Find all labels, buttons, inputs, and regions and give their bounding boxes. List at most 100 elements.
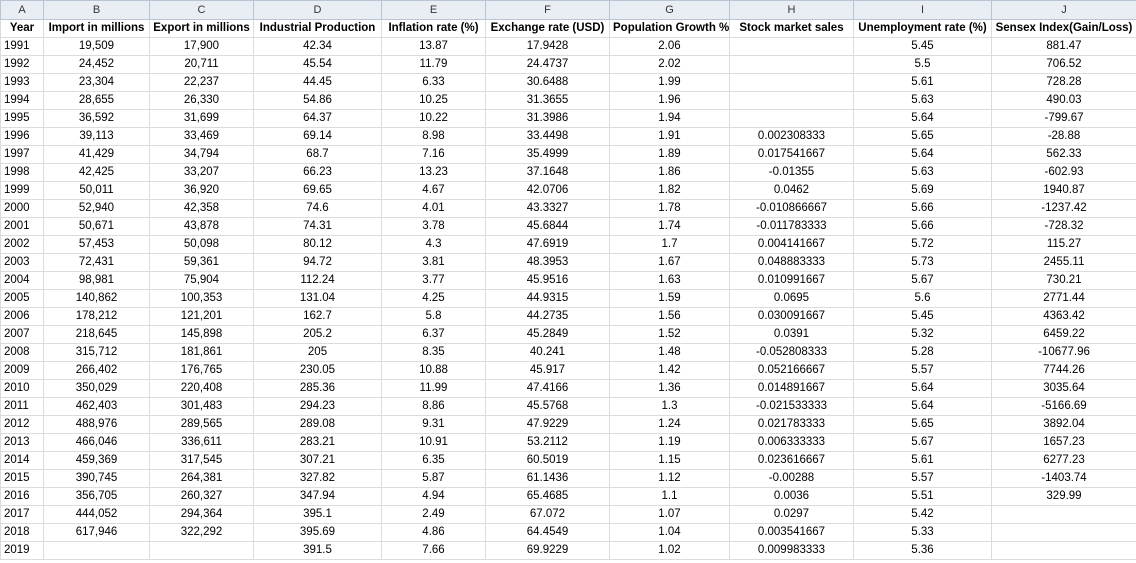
field-header-cell[interactable]: Unemployment rate (%)	[853, 19, 992, 38]
column-header-d[interactable]: D	[253, 0, 382, 20]
data-cell[interactable]: 2771.44	[991, 289, 1136, 308]
column-header-e[interactable]: E	[381, 0, 486, 20]
data-cell[interactable]: 3035.64	[991, 379, 1136, 398]
data-cell[interactable]: 23,304	[43, 73, 150, 92]
data-cell[interactable]: 5.42	[853, 505, 992, 524]
data-cell[interactable]: 1657.23	[991, 433, 1136, 452]
data-cell[interactable]: 4.67	[381, 181, 486, 200]
field-header-cell[interactable]: Import in millions	[43, 19, 150, 38]
year-cell[interactable]: 1991	[0, 37, 44, 56]
data-cell[interactable]: 44.2735	[485, 307, 610, 326]
data-cell[interactable]: 1.07	[609, 505, 730, 524]
data-cell[interactable]	[729, 91, 854, 110]
data-cell[interactable]: 10.25	[381, 91, 486, 110]
data-cell[interactable]: 67.072	[485, 505, 610, 524]
year-cell[interactable]: 2008	[0, 343, 44, 362]
data-cell[interactable]: 1.67	[609, 253, 730, 272]
year-cell[interactable]: 1995	[0, 109, 44, 128]
data-cell[interactable]: 1.89	[609, 145, 730, 164]
data-cell[interactable]: 5.28	[853, 343, 992, 362]
data-cell[interactable]: 462,403	[43, 397, 150, 416]
data-cell[interactable]: 1.42	[609, 361, 730, 380]
data-cell[interactable]: -0.00288	[729, 469, 854, 488]
year-cell[interactable]: 2013	[0, 433, 44, 452]
data-cell[interactable]: 395.69	[253, 523, 382, 542]
data-cell[interactable]: 53.2112	[485, 433, 610, 452]
data-cell[interactable]: 4.94	[381, 487, 486, 506]
data-cell[interactable]: 61.1436	[485, 469, 610, 488]
data-cell[interactable]: 13.23	[381, 163, 486, 182]
data-cell[interactable]: 5.69	[853, 181, 992, 200]
data-cell[interactable]: 0.009983333	[729, 541, 854, 560]
data-cell[interactable]: 1.52	[609, 325, 730, 344]
data-cell[interactable]: 7744.26	[991, 361, 1136, 380]
year-cell[interactable]: 1993	[0, 73, 44, 92]
data-cell[interactable]: 30.6488	[485, 73, 610, 92]
data-cell[interactable]: 1.82	[609, 181, 730, 200]
data-cell[interactable]: 121,201	[149, 307, 254, 326]
data-cell[interactable]: 20,711	[149, 55, 254, 74]
data-cell[interactable]: 730.21	[991, 271, 1136, 290]
data-cell[interactable]	[729, 109, 854, 128]
year-cell[interactable]: 1994	[0, 91, 44, 110]
data-cell[interactable]: 5.64	[853, 379, 992, 398]
data-cell[interactable]: 1.48	[609, 343, 730, 362]
data-cell[interactable]: 0.0391	[729, 325, 854, 344]
data-cell[interactable]: 39,113	[43, 127, 150, 146]
data-cell[interactable]: 1.12	[609, 469, 730, 488]
year-cell[interactable]: 2007	[0, 325, 44, 344]
data-cell[interactable]: 8.35	[381, 343, 486, 362]
data-cell[interactable]: -602.93	[991, 163, 1136, 182]
data-cell[interactable]: 289,565	[149, 415, 254, 434]
data-cell[interactable]: 100,353	[149, 289, 254, 308]
data-cell[interactable]: 0.0036	[729, 487, 854, 506]
data-cell[interactable]: 43,878	[149, 217, 254, 236]
data-cell[interactable]: 72,431	[43, 253, 150, 272]
year-cell[interactable]: 2009	[0, 361, 44, 380]
year-cell[interactable]: 2011	[0, 397, 44, 416]
data-cell[interactable]: 317,545	[149, 451, 254, 470]
data-cell[interactable]: 5.57	[853, 469, 992, 488]
data-cell[interactable]: -0.01355	[729, 163, 854, 182]
data-cell[interactable]: -0.052808333	[729, 343, 854, 362]
year-cell[interactable]: 2014	[0, 451, 44, 470]
data-cell[interactable]: 98,981	[43, 271, 150, 290]
data-cell[interactable]: 8.86	[381, 397, 486, 416]
field-header-cell[interactable]: Export in millions	[149, 19, 254, 38]
data-cell[interactable]: 8.98	[381, 127, 486, 146]
year-cell[interactable]: 2006	[0, 307, 44, 326]
data-cell[interactable]: 1.24	[609, 415, 730, 434]
year-cell[interactable]: 2012	[0, 415, 44, 434]
data-cell[interactable]: 0.004141667	[729, 235, 854, 254]
data-cell[interactable]: 0.0695	[729, 289, 854, 308]
data-cell[interactable]: 5.5	[853, 55, 992, 74]
data-cell[interactable]: 52,940	[43, 199, 150, 218]
data-cell[interactable]: 488,976	[43, 415, 150, 434]
data-cell[interactable]: 1.1	[609, 487, 730, 506]
data-cell[interactable]: 10.88	[381, 361, 486, 380]
column-header-f[interactable]: F	[485, 0, 610, 20]
column-header-i[interactable]: I	[853, 0, 992, 20]
data-cell[interactable]: 66.23	[253, 163, 382, 182]
field-header-cell[interactable]: Stock market sales	[729, 19, 854, 38]
data-cell[interactable]: 10.22	[381, 109, 486, 128]
data-cell[interactable]: 0.017541667	[729, 145, 854, 164]
field-header-cell[interactable]: Exchange rate (USD)	[485, 19, 610, 38]
year-cell[interactable]: 2017	[0, 505, 44, 524]
data-cell[interactable]: 0.006333333	[729, 433, 854, 452]
data-cell[interactable]: 37.1648	[485, 163, 610, 182]
data-cell[interactable]: 59,361	[149, 253, 254, 272]
data-cell[interactable]: 6.37	[381, 325, 486, 344]
data-cell[interactable]: 881.47	[991, 37, 1136, 56]
data-cell[interactable]: -10677.96	[991, 343, 1136, 362]
data-cell[interactable]: 2.02	[609, 55, 730, 74]
data-cell[interactable]: 218,645	[43, 325, 150, 344]
data-cell[interactable]: 69.14	[253, 127, 382, 146]
data-cell[interactable]: 5.66	[853, 199, 992, 218]
data-cell[interactable]: -5166.69	[991, 397, 1136, 416]
data-cell[interactable]: 1.56	[609, 307, 730, 326]
data-cell[interactable]: 162.7	[253, 307, 382, 326]
data-cell[interactable]: 444,052	[43, 505, 150, 524]
data-cell[interactable]: 1940.87	[991, 181, 1136, 200]
data-cell[interactable]: 2455.11	[991, 253, 1136, 272]
